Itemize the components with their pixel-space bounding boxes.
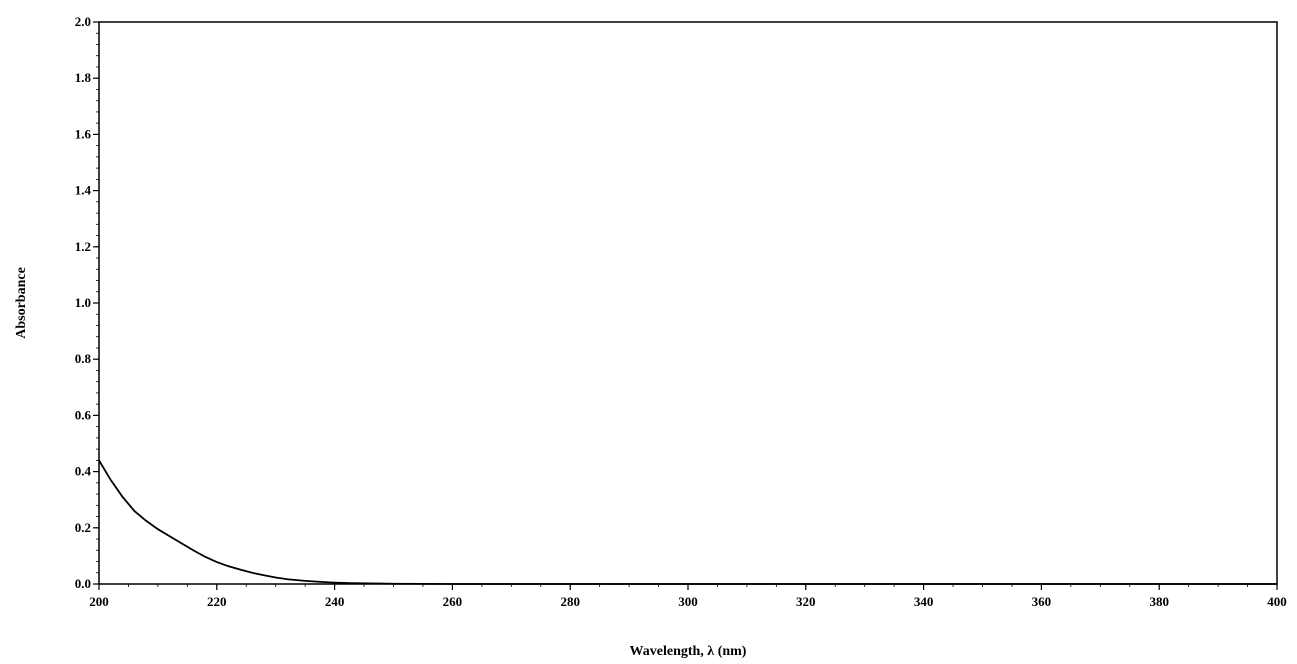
x-axis-title: Wavelength, λ (nm) <box>630 644 747 659</box>
x-axis: 200 220 240 260 280 300 320 340 360 380 400 <box>89 584 1287 609</box>
y-tick-label: 2.0 <box>75 14 91 29</box>
plot-area-frame <box>98 21 1278 585</box>
y-tick-label: 0.2 <box>75 520 91 535</box>
y-tick-label: 0.0 <box>75 576 91 591</box>
y-tick-label: 1.2 <box>75 239 91 254</box>
x-tick-label: 280 <box>560 594 580 609</box>
y-tick-label: 0.8 <box>75 351 92 366</box>
x-tick-label: 220 <box>207 594 227 609</box>
x-tick-label: 300 <box>678 594 698 609</box>
y-axis-title: Absorbance <box>14 267 29 339</box>
y-tick-label: 0.4 <box>75 464 92 479</box>
x-tick-label: 360 <box>1032 594 1052 609</box>
y-tick-label: 1.0 <box>75 295 91 310</box>
x-tick-label: 240 <box>325 594 345 609</box>
x-tick-label: 380 <box>1149 594 1169 609</box>
x-tick-label: 260 <box>443 594 463 609</box>
y-tick-label: 1.6 <box>75 126 92 141</box>
y-tick-label: 0.6 <box>75 407 92 422</box>
y-axis: 0.0 0.2 0.4 0.6 0.8 1.0 1.2 1.4 1.6 1.8 2.0 <box>75 14 99 591</box>
y-tick-label: 1.8 <box>75 70 92 85</box>
x-tick-label: 400 <box>1267 594 1287 609</box>
x-tick-label: 200 <box>89 594 109 609</box>
y-tick-label: 1.4 <box>75 183 92 198</box>
x-tick-label: 340 <box>914 594 934 609</box>
x-tick-label: 320 <box>796 594 816 609</box>
absorbance-series-line <box>98 459 1277 585</box>
